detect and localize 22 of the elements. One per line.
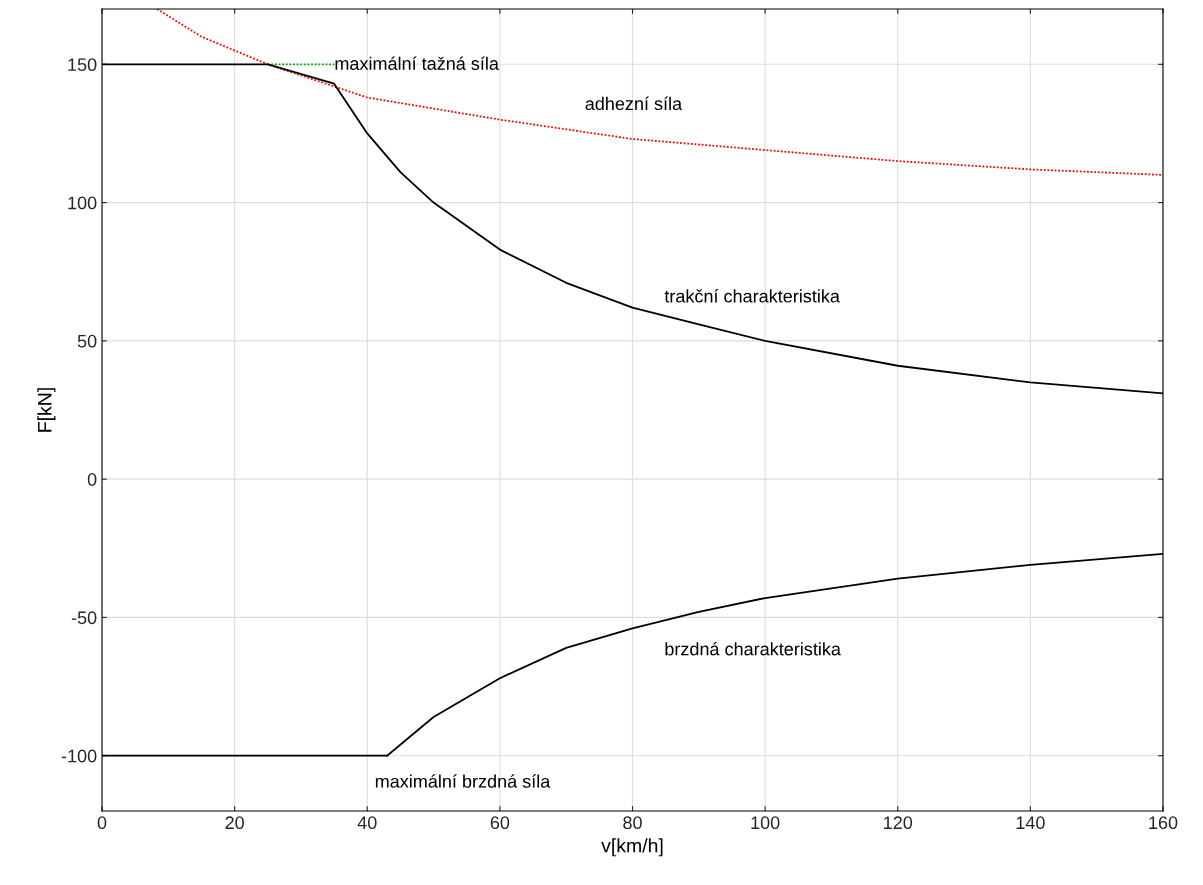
y-tick-label: 0: [87, 473, 97, 486]
x-tick-label: 100: [751, 816, 780, 830]
series-label: trakční charakteristika: [664, 289, 840, 303]
series-label: maximální tažná síla: [335, 56, 499, 70]
y-tick-label: 50: [77, 334, 97, 348]
x-tick-label: 140: [1016, 816, 1045, 830]
x-tick-label: 20: [225, 816, 244, 830]
y-axis-title: F[kN]: [37, 388, 56, 432]
x-tick-label: 80: [623, 816, 642, 830]
y-tick-label: -100: [61, 749, 97, 763]
x-tick-label: 0: [97, 816, 107, 830]
series-label: brzdná charakteristika: [665, 641, 841, 656]
x-tick-label: 60: [490, 816, 510, 830]
x-tick-label: 40: [357, 816, 377, 830]
series-label: maximální brzdná síla: [375, 774, 551, 788]
y-tick-label: 150: [68, 58, 97, 72]
x-tick-label: 160: [1149, 816, 1178, 830]
y-tick-label: 100: [68, 196, 97, 210]
series-label: adhezní síla: [585, 96, 683, 111]
x-tick-label: 120: [884, 816, 913, 830]
x-axis-title: v[km/h]: [601, 838, 663, 857]
y-tick-label: -50: [71, 611, 97, 625]
